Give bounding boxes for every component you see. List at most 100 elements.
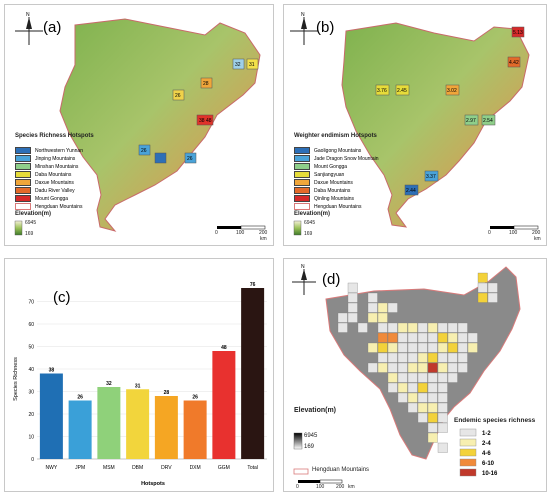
map-label: 4.42 (509, 60, 519, 66)
map-label: 2.45 (397, 88, 407, 94)
legend-swatch (459, 428, 477, 437)
map-label: 5.13 (513, 30, 523, 36)
legend-swatch (15, 195, 31, 203)
grid-cell (377, 302, 388, 313)
legend-item: Dadu River Valley (15, 182, 75, 195)
boundary-swatch (293, 468, 309, 475)
grid-cell (447, 372, 458, 383)
grid-cell (397, 332, 408, 343)
legend-swatch (294, 155, 310, 163)
grid-cell (467, 342, 478, 353)
legend-swatch (294, 147, 310, 155)
legend-swatch (294, 171, 310, 179)
map-label: 26 (187, 156, 193, 162)
bar-ggm (212, 351, 236, 459)
legend-swatch (15, 187, 31, 195)
grid-cell (387, 382, 398, 393)
hotspot-marker (395, 84, 410, 96)
legend-label: 1-2 (482, 431, 491, 437)
x-tick-label: DBM (132, 465, 143, 471)
grid-cell (397, 362, 408, 373)
elevation-ramp (14, 220, 23, 236)
map-label: 32 (235, 62, 241, 68)
bar-value-label: 76 (250, 282, 256, 288)
grid-cell (417, 332, 428, 343)
legend-swatch (459, 438, 477, 447)
legend-label: Mount Gongga (314, 163, 348, 170)
grid-cell (447, 322, 458, 333)
grid-cell (357, 322, 368, 333)
elevation-low: 169 (304, 444, 315, 450)
grid-cell (347, 302, 358, 313)
legend-item: Daxue Mountains (15, 174, 74, 187)
grid-cell (437, 332, 448, 343)
scale-tick: 200 (336, 484, 345, 490)
y-tick-label: 20 (28, 412, 34, 418)
legend-swatch (15, 163, 31, 171)
grid-cell (427, 322, 438, 333)
legend: 1-2 2-4 4-6 6-10 10-16 (459, 428, 498, 477)
hotspot-marker (154, 152, 167, 164)
grid-cell (447, 352, 458, 363)
grid-cell (387, 322, 398, 333)
grid-cell (437, 412, 448, 423)
legend-item: Northwestern Yunnan (15, 142, 83, 155)
panel-label: (c) (53, 289, 71, 306)
legend-label: Hengduan Mountains (35, 203, 83, 210)
legend-swatch (15, 179, 31, 187)
map-d: N 1-2 2-4 4-6 6-10 10-16 (292, 264, 521, 484)
map-label: 3.02 (447, 88, 457, 94)
panel-c-bar-chart: 0 10 20 30 40 50 60 70 NWY JPM MSM DBM DRV DXM GGM Tot… (4, 258, 274, 492)
map-label: 2.44 (406, 188, 416, 194)
scale-tick: 100 (509, 230, 518, 236)
legend-item: Daba Mountains (294, 182, 350, 195)
scale-bar (298, 479, 343, 484)
hotspot-marker (246, 58, 259, 70)
legend-label: Jade Dragon Snow Mountain (314, 155, 379, 162)
elevation-ramp (293, 432, 303, 450)
legend-swatch (459, 448, 477, 457)
elevation-title: Elevation(m) (294, 407, 337, 414)
elevation-high: 6945 (304, 220, 316, 226)
x-tick-label: MSM (103, 465, 115, 471)
map-a: N 32 31 26 28 38 48 26 26 (14, 12, 266, 236)
bar-value-label: 31 (135, 383, 141, 389)
legend-item: Gaoligong Mountains (294, 142, 361, 155)
grid-cell (417, 402, 428, 413)
scale-tick: 0 (215, 230, 218, 236)
hotspot-marker (481, 114, 496, 126)
grid-cell (417, 362, 428, 373)
x-axis-label: Hotspots (141, 481, 165, 487)
hotspot-marker (404, 184, 419, 196)
legend-swatch (294, 203, 310, 211)
panel-label: (b) (316, 19, 335, 36)
grid-cell (447, 342, 458, 353)
legend-item: Hengduan Mountains (15, 198, 83, 211)
grid-cell (387, 342, 398, 353)
y-tick-label: 60 (28, 322, 34, 328)
grid-cell (417, 392, 428, 403)
grid-cell (457, 322, 468, 333)
grid-cell (437, 372, 448, 383)
grid-cell (427, 362, 438, 373)
hotspot-marker (511, 26, 525, 38)
svg-text:N: N (26, 12, 30, 18)
hotspot-marker (138, 144, 151, 156)
legend-label: Daxue Mountains (35, 179, 74, 186)
bar-msm (97, 387, 121, 459)
legend-item: Mount Gongga (15, 190, 68, 203)
grid-cell (437, 322, 448, 333)
elevation-high: 6945 (304, 433, 318, 439)
legend-swatch (459, 458, 477, 467)
y-tick-label: 30 (28, 389, 34, 395)
grid-cell (477, 292, 488, 303)
species-richness-bar-chart: 0 10 20 30 40 50 60 70 NWY JPM MSM DBM DRV DXM GGM Tot… (13, 282, 267, 487)
grid-cell (467, 332, 478, 343)
hotspot-marker (172, 89, 185, 101)
legend-label: 6-10 (482, 461, 495, 467)
grid-cell (397, 322, 408, 333)
x-tick-label: JPM (75, 465, 85, 471)
grid-cell (457, 332, 468, 343)
elevation-ramp (293, 220, 302, 236)
legend-label: Daxue Mountains (314, 179, 353, 186)
